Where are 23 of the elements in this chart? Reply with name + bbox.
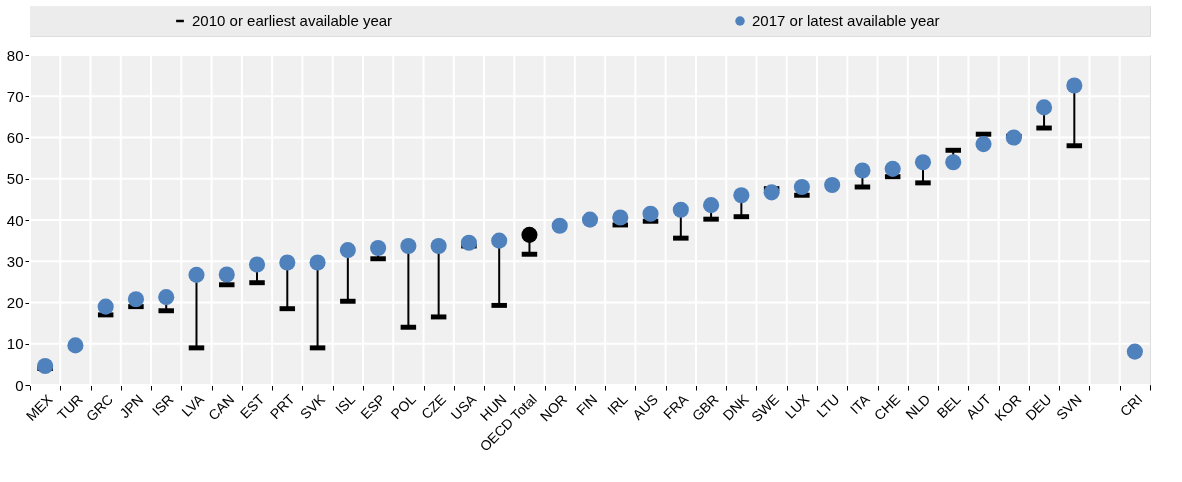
y-tick-label: 30 [6, 252, 24, 270]
x-tick-label: CRI [1116, 391, 1146, 420]
legend-label: 2010 or earliest available year [192, 12, 393, 29]
x-tick-label: FIN [573, 391, 601, 419]
x-tick-label: POL [387, 390, 419, 423]
y-tick-label: 60 [6, 129, 24, 146]
x-tick-label: ISL [332, 390, 359, 418]
y-tick-label: 20 [6, 294, 24, 311]
x-tick-label: IRL [603, 390, 631, 418]
x-tick-label: BEL [933, 390, 964, 422]
y-tick-label: 10 [6, 335, 24, 353]
x-tick-label: ISR [148, 391, 177, 419]
x-tick-label: FRA [660, 390, 692, 423]
y-tick-label: 0 [15, 376, 24, 394]
x-tick-label: USA [447, 390, 480, 423]
y-tick-label: 70 [6, 87, 24, 105]
legend-label: 2017 or latest available year [752, 12, 940, 29]
x-tick-label: ITA [846, 390, 874, 418]
x-tick-label: TUR [54, 391, 86, 423]
y-tick-label: 40 [6, 211, 24, 229]
y-tick-label: 50 [6, 170, 24, 188]
y-tick-label: 80 [6, 46, 24, 64]
x-tick-label: LVA [178, 390, 208, 420]
